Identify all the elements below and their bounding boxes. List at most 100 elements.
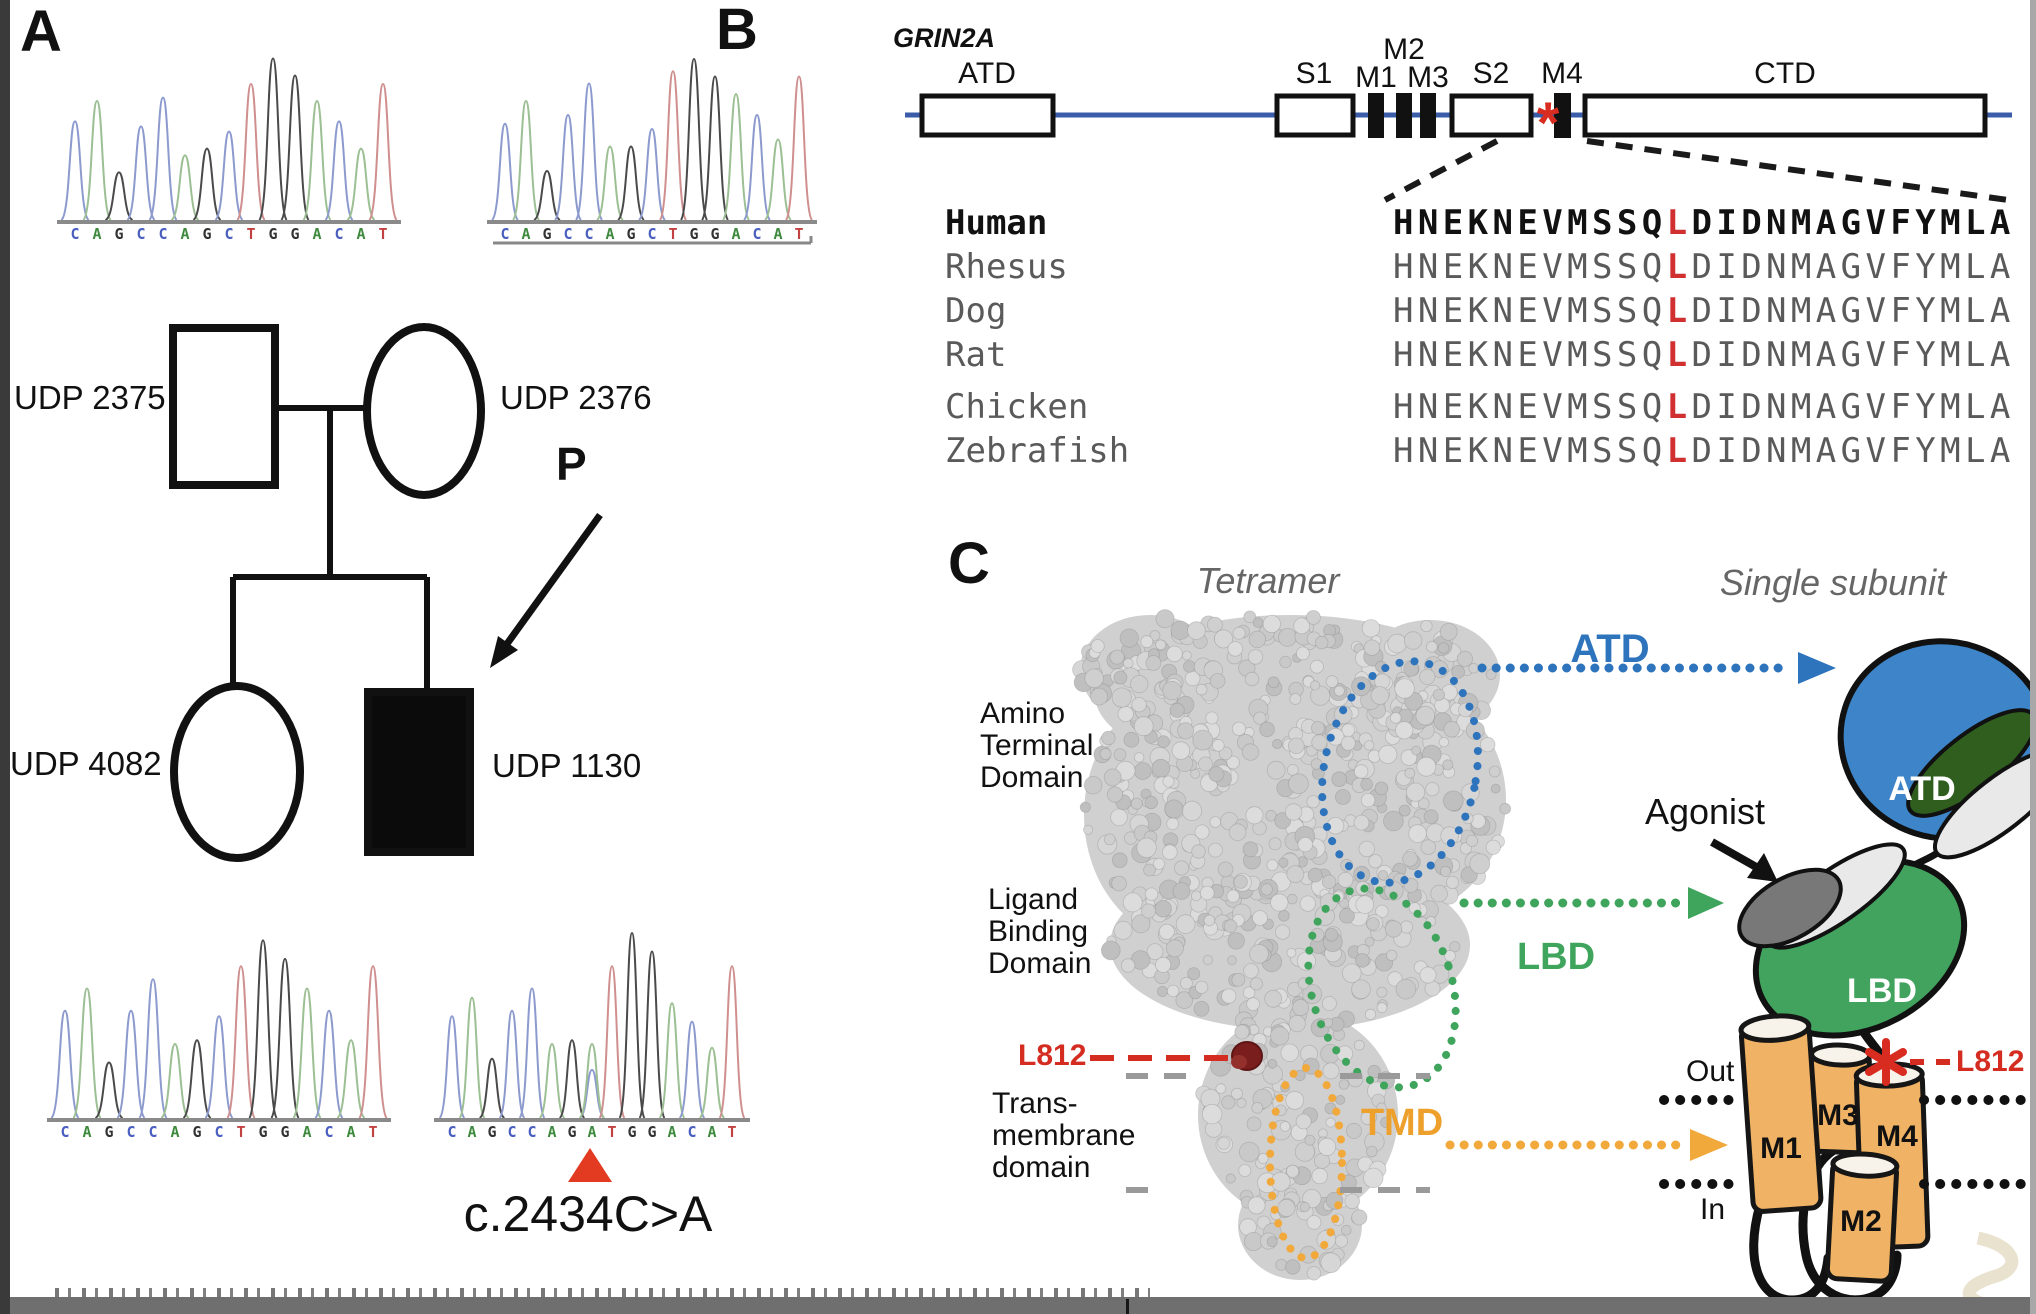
trace-base-letter: G — [114, 225, 123, 243]
trace-base-letter: A — [731, 225, 740, 243]
trace-peak — [258, 57, 288, 221]
trace-peak — [498, 1009, 526, 1119]
atd-arrow-label: ATD — [1570, 627, 1650, 671]
trace-base-letter: C — [584, 225, 593, 243]
trace-peak — [324, 120, 354, 221]
trace-peak — [292, 987, 322, 1119]
trace-base-letter: G — [710, 225, 719, 243]
trace-base-letter: A — [180, 225, 189, 243]
alignment-species: Dog — [945, 291, 1007, 331]
tetramer-title: Tetramer — [1196, 560, 1340, 601]
trace-base-letter: A — [170, 1123, 179, 1141]
trace-base-letter: A — [467, 1123, 476, 1141]
agonist-label: Agonist — [1644, 791, 1766, 832]
in-label: In — [1700, 1193, 1726, 1226]
trace-base-letter: C — [563, 225, 572, 243]
trace-base-letter: T — [236, 1123, 245, 1141]
tm-helix-m2 — [1824, 1151, 1900, 1284]
alignment-species: Rhesus — [945, 247, 1068, 287]
trace-base-letter: C — [214, 1123, 223, 1141]
trace-peak — [512, 99, 540, 221]
trace-base-letter: T — [668, 225, 677, 243]
trace-base-letter: A — [773, 225, 782, 243]
alignment-sequence: HNEKNEVMSSQLDIDNMAGVFYMLA — [1393, 203, 2015, 243]
trace-peak — [336, 1039, 366, 1119]
transmembrane-domain-label: Trans-membrane domain — [992, 1087, 1136, 1184]
trace-base-letter: G — [542, 225, 551, 243]
mutant-residue: L — [1666, 387, 1692, 427]
trace-peak — [659, 70, 687, 221]
trace-base-letter: C — [687, 1123, 696, 1141]
trace-peak — [94, 1061, 124, 1119]
tm-helix-m1 — [1738, 1013, 1824, 1214]
trace-base-letter: G — [258, 1123, 267, 1141]
trace-peak — [182, 1039, 212, 1119]
l812-tetramer-label: L812 — [1018, 1039, 1087, 1072]
proband-p-label: P — [556, 438, 587, 490]
mother-label: UDP 2376 — [500, 379, 652, 416]
lbd-dotted-ellipse — [1304, 884, 1460, 1092]
trace-peak — [138, 978, 168, 1119]
lbd-shell-label: LBD — [1847, 972, 1917, 1010]
trace-peak — [698, 1046, 726, 1119]
gene-bar-m2 — [1396, 93, 1412, 138]
trace-peak — [438, 1015, 466, 1119]
trace-base-letter: A — [82, 1123, 91, 1141]
trace-peak — [554, 113, 582, 221]
alignment-sequence: HNEKNEVMSSQLDIDNMAGVFYMLA — [1393, 335, 2015, 375]
trace-peak — [302, 99, 332, 221]
trace-base-letter: A — [346, 1123, 355, 1141]
trace-base-letter: C — [647, 225, 656, 243]
trace-base-letter: G — [268, 225, 277, 243]
sanger-traces: C A G C C A G C T G G A C A T C A G C C A G C T G G A C A TC A G C C A G C T G… — [47, 57, 817, 1141]
proband-pointer-arrow — [490, 512, 603, 668]
alignment-species: Zebrafish — [945, 431, 1130, 471]
alignment-sequence: HNEKNEVMSSQLDIDNMAGVFYMLA — [1393, 247, 2015, 287]
variant-triangle-marker — [568, 1148, 612, 1182]
alignment-species: Human — [945, 203, 1048, 243]
tetramer-structure — [1072, 609, 1511, 1281]
trace-peak — [678, 1020, 706, 1119]
trace-peak — [617, 145, 645, 221]
father-label: UDP 2375 — [14, 379, 166, 416]
membrane-gray-dashes — [1126, 1073, 1430, 1193]
trace-peak — [358, 965, 388, 1119]
agonist-arrow — [1710, 838, 1778, 882]
pedigree-diagram — [169, 323, 603, 862]
window-scrollbar-edge[interactable] — [2030, 0, 2036, 1314]
trace-peak — [236, 82, 266, 221]
gene-bar-m1 — [1368, 93, 1384, 138]
trace-base-letter: C — [70, 225, 79, 243]
atd-shell-label: ATD — [1888, 770, 1956, 808]
trace-base-letter: C — [324, 1123, 333, 1141]
pedigree-proband-square — [364, 688, 474, 856]
variant-label: c.2434C>A — [463, 1186, 713, 1242]
trace-base-letter: A — [302, 1123, 311, 1141]
trace-peak — [638, 127, 666, 221]
alignment-sequence: HNEKNEVMSSQLDIDNMAGVFYMLA — [1393, 291, 2015, 331]
trace-base-letter: G — [567, 1123, 576, 1141]
gene-variant-asterisk: * — [1536, 91, 1560, 156]
trace-peak — [458, 996, 486, 1119]
trace-base-letter: A — [312, 225, 321, 243]
mutant-residue: L — [1666, 431, 1692, 471]
pedigree-father-square — [169, 324, 279, 489]
trace-base-letter: C — [136, 225, 145, 243]
tail-squiggle — [1962, 1231, 2019, 1313]
gene-label-ctd: CTD — [1754, 57, 1816, 90]
tmd-dotted-ellipse — [1266, 1064, 1346, 1262]
mutant-residue: L — [1666, 247, 1692, 287]
atd-dotted-arrow — [1477, 652, 1836, 684]
trace-peak — [575, 82, 603, 221]
gene-box-s2 — [1449, 93, 1534, 138]
trace-base-letter: G — [627, 1123, 636, 1141]
single-subunit-cartoon — [1659, 638, 2036, 1313]
trace-peak — [72, 987, 102, 1119]
trace-peak — [618, 931, 646, 1119]
trace-base-letter: C — [126, 1123, 135, 1141]
sibling-label: UDP 4082 — [10, 745, 162, 782]
m3-label: M3 — [1817, 1099, 1859, 1132]
trace-peak — [148, 96, 178, 221]
